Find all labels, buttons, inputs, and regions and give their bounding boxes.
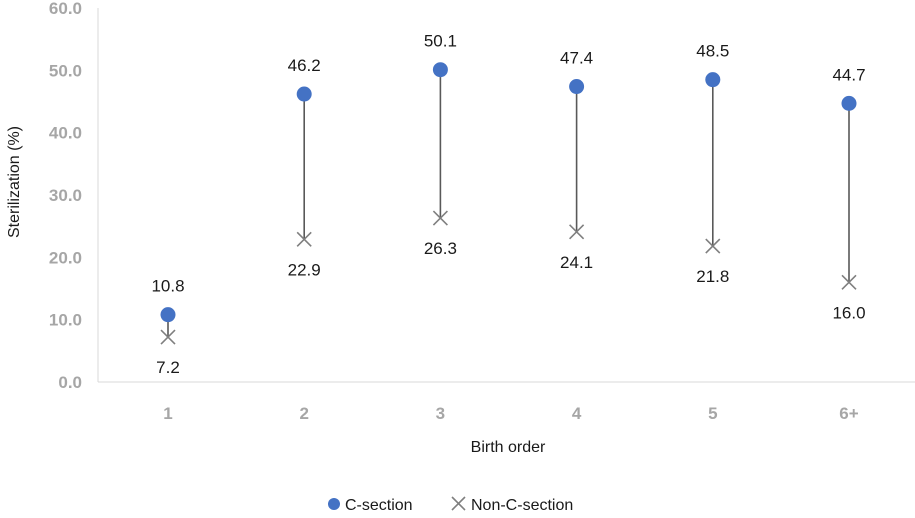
x-tick-label: 1 <box>163 404 172 423</box>
non-csection-point <box>569 224 585 240</box>
x-tick-label: 2 <box>299 404 308 423</box>
legend: C-section Non-C-section <box>328 496 573 514</box>
y-tick-label: 30.0 <box>49 186 82 205</box>
y-tick-label: 40.0 <box>49 124 82 143</box>
non-csection-point <box>160 329 176 345</box>
csection-data-label: 10.8 <box>151 277 184 296</box>
x-tick-label: 5 <box>708 404 717 423</box>
x-axis-title: Birth order <box>471 439 546 456</box>
csection-data-label: 50.1 <box>424 32 457 51</box>
y-axis: 0.0 10.0 20.0 30.0 40.0 50.0 60.0 <box>49 0 99 392</box>
y-tick-label: 50.0 <box>49 61 82 80</box>
legend-non-csection-label: Non-C-section <box>471 497 573 514</box>
y-tick-label: 20.0 <box>49 248 82 267</box>
csection-data-label: 47.4 <box>560 49 593 68</box>
data-labels: 10.8 7.2 46.2 22.9 50.1 26.3 47.4 24.1 48.5 21.8 4… <box>151 32 865 377</box>
non-csection-data-label: 26.3 <box>424 239 457 258</box>
non-csection-data-label: 7.2 <box>156 358 180 377</box>
legend-non-csection-marker <box>451 496 466 511</box>
non-csection-point <box>432 210 448 226</box>
y-axis-title: Sterilization (%) <box>6 126 23 238</box>
data-markers <box>160 62 857 345</box>
csection-point <box>160 307 176 323</box>
csection-point <box>432 62 448 78</box>
csection-data-label: 46.2 <box>288 56 321 75</box>
csection-data-label: 44.7 <box>832 65 865 84</box>
csection-point <box>841 95 857 111</box>
csection-point <box>705 72 721 88</box>
non-csection-data-label: 22.9 <box>288 260 321 279</box>
non-csection-data-label: 21.8 <box>696 267 729 286</box>
y-tick-labels: 0.0 10.0 20.0 30.0 40.0 50.0 60.0 <box>49 0 82 392</box>
connector-lines <box>167 69 850 338</box>
csection-point <box>296 86 312 102</box>
non-csection-point <box>296 231 312 247</box>
non-csection-data-label: 24.1 <box>560 253 593 272</box>
non-csection-point <box>841 274 857 290</box>
legend-csection-label: C-section <box>345 497 413 514</box>
legend-csection-marker <box>328 498 340 510</box>
csection-data-label: 48.5 <box>696 42 729 61</box>
x-tick-labels: 1 2 3 4 5 6+ <box>163 404 858 423</box>
y-tick-label: 10.0 <box>49 311 82 330</box>
csection-point <box>569 79 585 95</box>
x-tick-label: 4 <box>572 404 582 423</box>
non-csection-data-label: 16.0 <box>832 303 865 322</box>
x-axis: 1 2 3 4 5 6+ <box>98 381 915 423</box>
non-csection-point <box>705 238 721 254</box>
y-tick-label: 0.0 <box>58 373 82 392</box>
x-tick-label: 6+ <box>839 404 858 423</box>
y-tick-label: 60.0 <box>49 0 82 18</box>
x-tick-label: 3 <box>436 404 445 423</box>
